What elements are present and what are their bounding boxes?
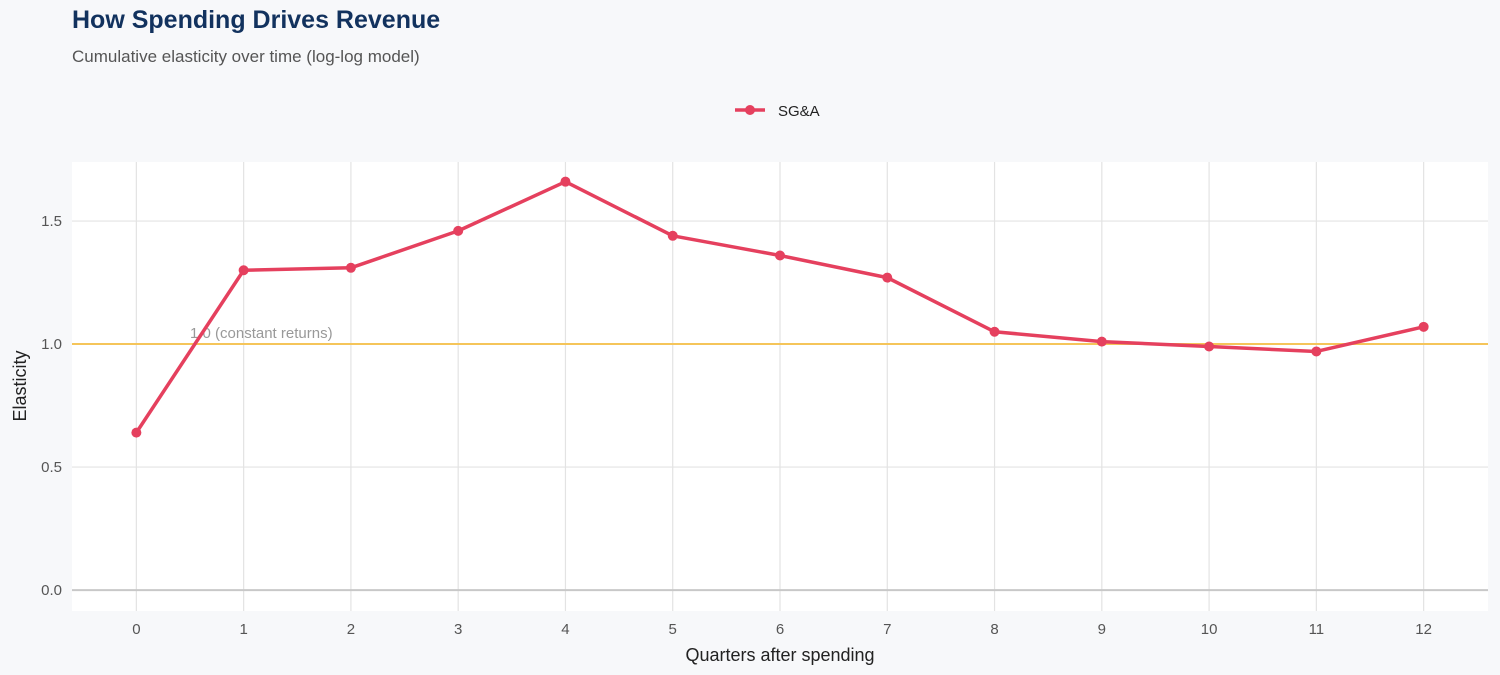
data-point <box>775 250 785 261</box>
x-tick-label: 10 <box>1201 621 1218 638</box>
data-point <box>131 427 142 438</box>
x-tick-label: 4 <box>561 621 569 638</box>
y-axis-label: Elasticity <box>10 350 30 421</box>
chart-title: How Spending Drives Revenue <box>72 6 441 34</box>
legend-label: SG&A <box>778 103 820 120</box>
x-axis-label: Quarters after spending <box>685 645 874 665</box>
data-point <box>560 176 571 187</box>
x-tick-label: 1 <box>239 621 247 638</box>
reference-line-group: 1.0 (constant returns) <box>72 325 1488 346</box>
data-point <box>345 262 356 273</box>
data-point <box>989 326 1000 337</box>
x-tick-label: 12 <box>1415 621 1432 638</box>
data-point <box>1204 341 1215 352</box>
y-tick-label: 1.5 <box>41 213 62 230</box>
x-tick-label: 6 <box>776 621 784 638</box>
data-point <box>1096 336 1107 347</box>
legend-marker <box>745 105 755 115</box>
x-tick-label: 0 <box>132 621 140 638</box>
x-tick-label: 7 <box>883 621 891 638</box>
chart-subtitle: Cumulative elasticity over time (log-log… <box>72 47 420 66</box>
x-tick-label: 2 <box>347 621 355 638</box>
x-tick-label: 11 <box>1309 621 1325 638</box>
y-tick-label: 1.0 <box>41 336 62 353</box>
series-group <box>131 176 1429 438</box>
data-point <box>667 230 678 241</box>
data-point <box>1418 321 1429 332</box>
data-point <box>453 225 464 236</box>
x-tick-label: 9 <box>1098 621 1106 638</box>
x-tick-label: 5 <box>669 621 677 638</box>
legend: SG&A <box>735 103 820 120</box>
y-tick-label: 0.0 <box>41 582 62 599</box>
x-tick-label: 8 <box>990 621 998 638</box>
data-point <box>238 265 249 276</box>
data-point <box>1311 346 1322 357</box>
y-tick-label: 0.5 <box>41 459 62 476</box>
tick-labels: 0 1 2 3 4 5 6 7 8 9 10 11 120.00.51.01.5 <box>41 213 1432 638</box>
reference-line-label: 1.0 (constant returns) <box>190 325 333 342</box>
data-point <box>882 272 893 283</box>
x-tick-label: 3 <box>454 621 462 638</box>
